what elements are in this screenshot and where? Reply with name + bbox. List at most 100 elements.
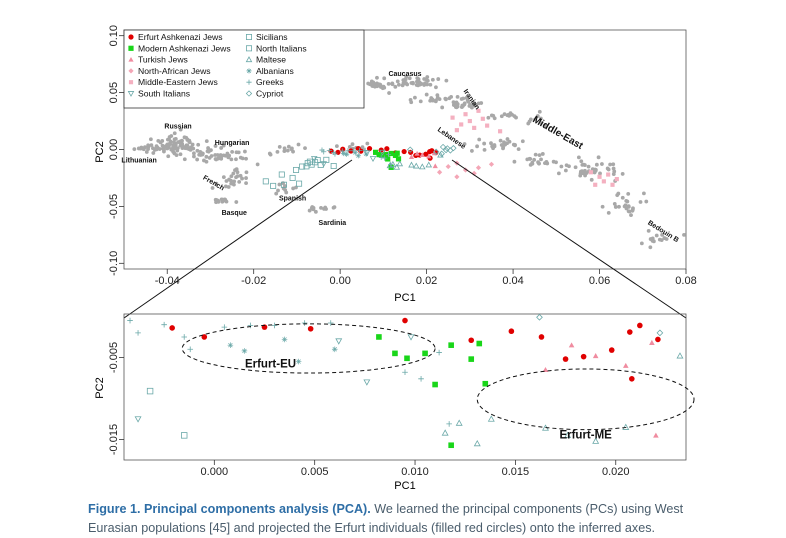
reference-point: [190, 142, 195, 147]
reference-point: [540, 152, 545, 156]
reference-point: [192, 154, 196, 159]
reference-point: [244, 181, 248, 185]
reference-point: [229, 174, 234, 179]
region-label: French: [202, 175, 226, 193]
reference-point: [244, 156, 248, 161]
point-north-italians: [278, 171, 285, 178]
reference-point: [639, 241, 644, 246]
zoom-point-greeks: [402, 369, 408, 376]
reference-point: [404, 81, 408, 85]
reference-point: [543, 124, 547, 128]
reference-point: [502, 112, 507, 117]
reference-point: [654, 233, 659, 238]
legend-marker: [246, 79, 252, 85]
point-middle-eastern-jews: [463, 112, 468, 117]
reference-point: [482, 141, 487, 146]
zoom-point-greeks: [301, 320, 308, 326]
reference-point: [525, 157, 530, 162]
legend-box: [123, 29, 365, 109]
reference-point: [626, 191, 631, 196]
reference-point: [210, 186, 215, 190]
reference-point: [537, 153, 542, 158]
zoom-point-modern-ashkenazi-jews: [482, 380, 489, 387]
point-modern-ashkenazi-jews: [379, 152, 385, 158]
legend-label: Turkish Jews: [138, 55, 188, 65]
point-greeks: [388, 161, 394, 168]
point-albanians: [344, 151, 350, 157]
reference-point: [648, 245, 653, 250]
zoom-point-erfurt-ashkenazi-jews: [608, 347, 615, 353]
legend-marker: [128, 45, 134, 51]
reference-point: [172, 131, 177, 136]
point-cypriot: [439, 143, 447, 151]
reference-point: [219, 154, 224, 159]
point-cypriot: [450, 144, 457, 152]
top-y-axis-label: PC2: [94, 141, 106, 162]
legend-label: Erfurt Ashkenazi Jews: [138, 32, 223, 42]
y-tick-label: -0.005: [108, 342, 120, 373]
reference-point: [204, 154, 209, 159]
legend-marker: [245, 34, 252, 41]
reference-point: [225, 151, 230, 156]
reference-point: [282, 149, 287, 154]
point-greeks: [345, 148, 351, 154]
reference-point: [600, 162, 604, 166]
region-label: Sardinia: [319, 220, 347, 227]
point-north-african-jews: [475, 165, 482, 171]
reference-point: [378, 83, 383, 87]
point-north-italians: [262, 178, 269, 185]
reference-point: [660, 232, 665, 237]
reference-point: [612, 201, 617, 206]
zoom-point-albanians: [281, 336, 288, 343]
reference-point: [556, 171, 561, 176]
reference-point: [589, 177, 594, 182]
zoom-point-modern-ashkenazi-jews: [468, 356, 475, 362]
reference-point: [175, 148, 180, 153]
legend-marker: [245, 45, 252, 52]
reference-point: [503, 142, 508, 147]
point-south-italians: [379, 149, 386, 156]
zoom-point-modern-ashkenazi-jews: [476, 340, 483, 347]
bottom-y-axis-label: PC2: [94, 377, 106, 398]
reference-point: [214, 181, 219, 186]
reference-point: [196, 142, 201, 147]
point-erfurt-ashkenazi-jews: [340, 146, 346, 152]
reference-point: [192, 151, 196, 156]
reference-point: [303, 146, 307, 150]
point-middle-eastern-jews: [614, 177, 619, 182]
reference-point: [528, 157, 533, 161]
reference-point: [255, 162, 260, 167]
legend-label: South Italians: [138, 89, 190, 99]
reference-point: [430, 77, 435, 82]
x-tick-label: 0.015: [502, 466, 530, 478]
point-turkish-jews: [432, 163, 438, 169]
point-maltese: [425, 161, 433, 168]
reference-point: [382, 85, 387, 90]
reference-point: [620, 172, 625, 176]
reference-point: [468, 102, 472, 107]
reference-point: [434, 98, 438, 103]
zoom-point-erfurt-ashkenazi-jews: [201, 334, 208, 340]
reference-point: [428, 98, 433, 103]
reference-point: [231, 171, 236, 176]
reference-point: [499, 114, 504, 119]
caption-text: We learned the principal components (PCs…: [88, 502, 684, 535]
top-data-points: [262, 108, 619, 189]
point-erfurt-ashkenazi-jews: [401, 148, 407, 155]
zoom-point-erfurt-ashkenazi-jews: [468, 337, 475, 344]
point-greeks: [350, 148, 356, 154]
zoom-point-albanians: [241, 348, 248, 354]
reference-point: [611, 166, 616, 171]
zoom-point-maltese: [487, 415, 495, 422]
reference-point: [434, 85, 438, 90]
point-north-italians: [293, 166, 300, 173]
reference-point: [236, 150, 241, 155]
zoom-point-erfurt-ashkenazi-jews: [629, 375, 635, 382]
reference-point: [178, 127, 183, 132]
reference-point: [221, 198, 226, 203]
x-tick-label: -0.02: [241, 275, 266, 287]
reference-point: [453, 102, 458, 107]
reference-point: [334, 144, 339, 149]
zoom-point-greeks: [135, 330, 141, 336]
